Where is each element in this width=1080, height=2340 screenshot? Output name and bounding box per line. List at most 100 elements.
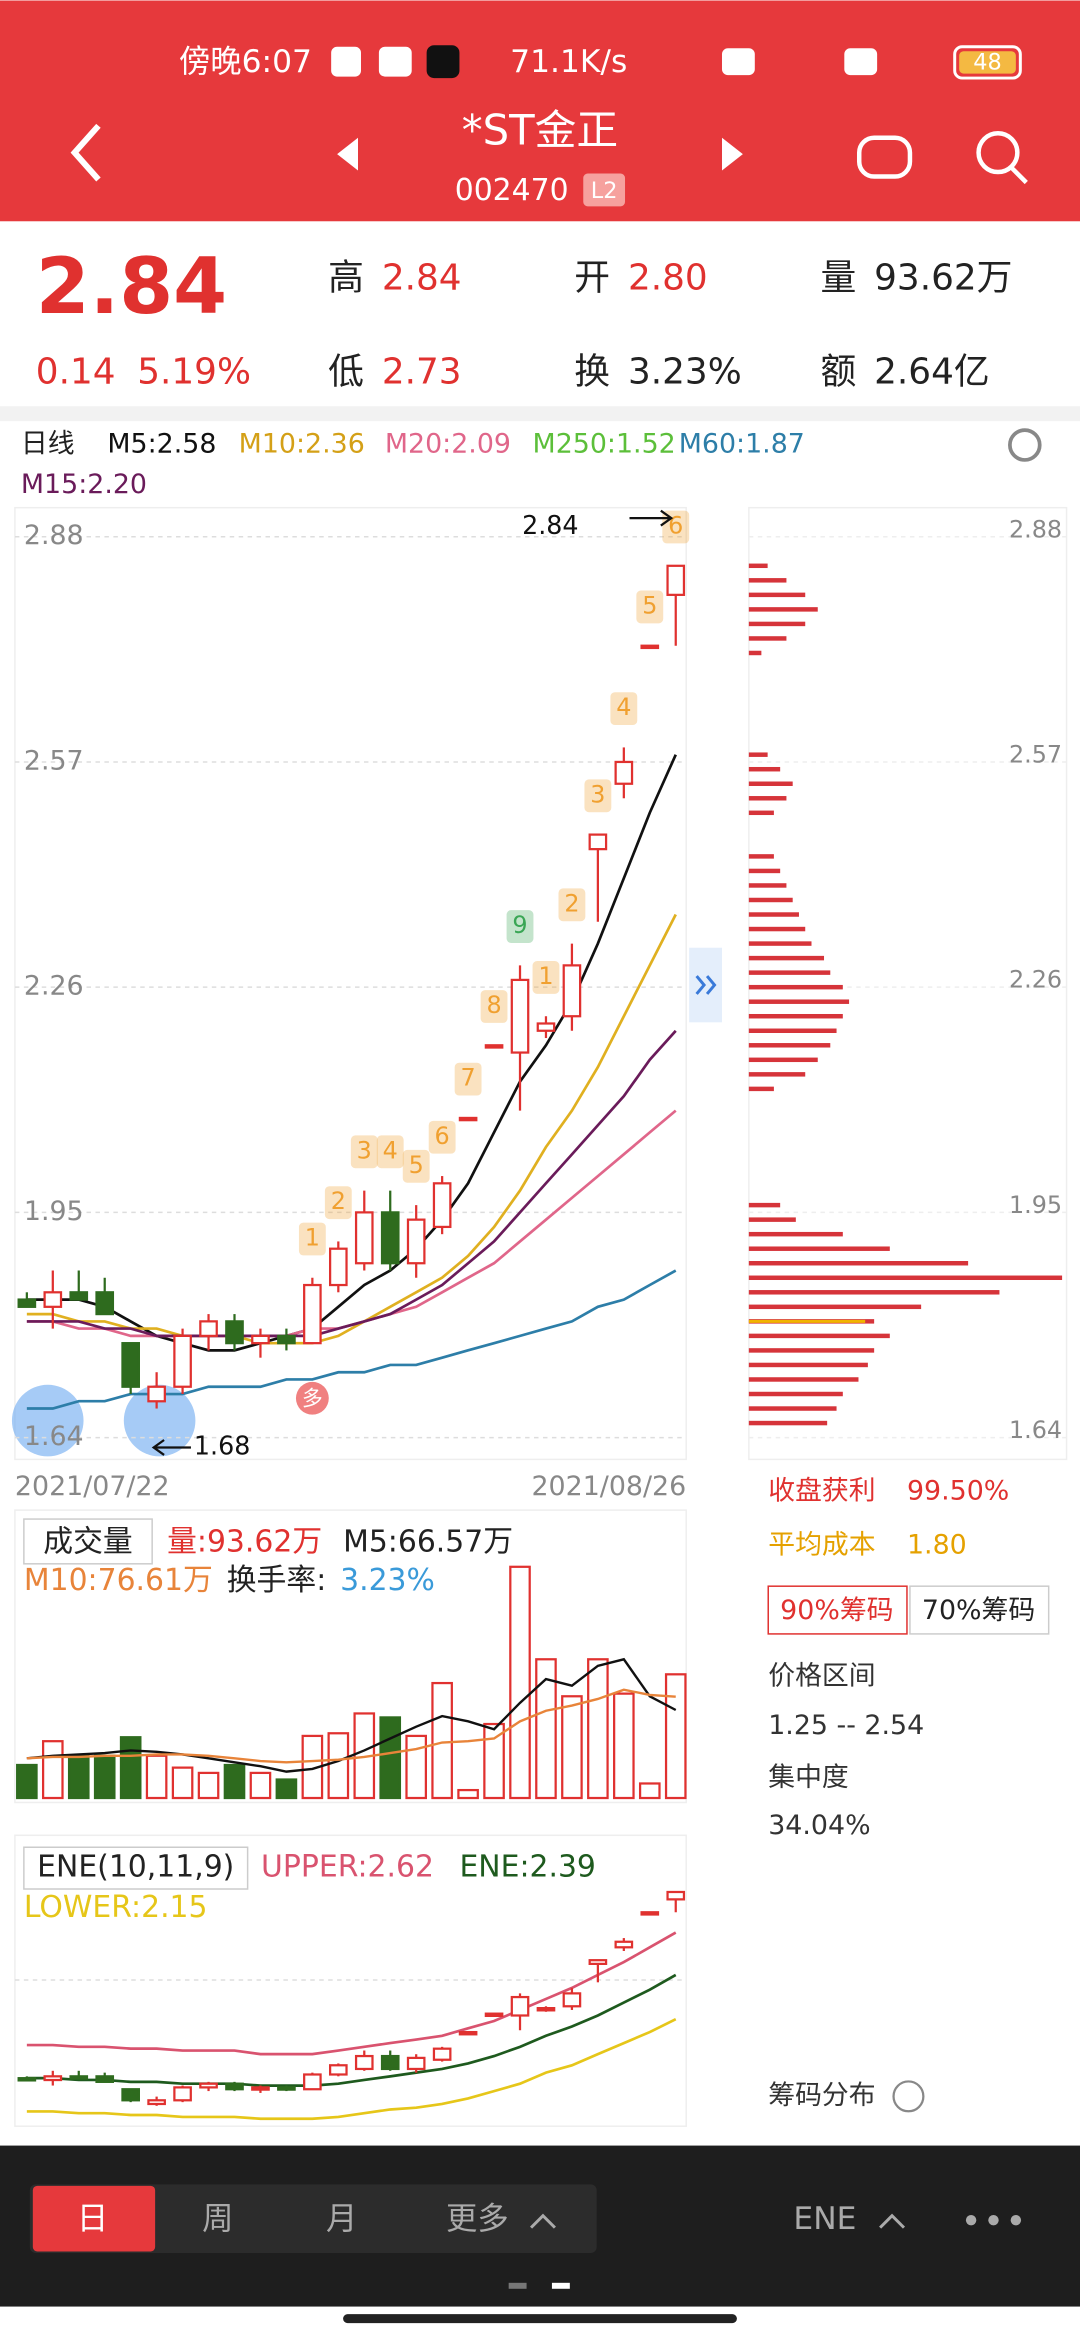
hd-icon <box>844 48 878 76</box>
td-count: 4 <box>383 1136 398 1164</box>
chip-90-button[interactable] <box>767 1585 908 1635</box>
chip-bar <box>748 607 818 612</box>
zoom-button[interactable] <box>123 1384 196 1457</box>
next-stock[interactable] <box>721 137 743 171</box>
tab[interactable]: 日 <box>77 2201 108 2237</box>
volume-title: 成交量 <box>43 1524 132 1559</box>
chip-90-text: 90%筹码 <box>780 1595 893 1626</box>
td-badge <box>324 1186 352 1220</box>
ene-candle-body <box>277 2086 296 2091</box>
price-change-pct: 5.19% <box>137 351 251 392</box>
candle-body <box>17 1298 37 1308</box>
chip-bar <box>748 1072 806 1077</box>
ene-candle-body <box>432 2047 452 2061</box>
ma-legend: M250:1.52 <box>533 429 676 460</box>
candle-body <box>640 644 660 650</box>
indicator-selector[interactable]: ENE <box>793 2201 856 2237</box>
ene-candle-body <box>406 2056 426 2071</box>
stat-value: 93.62万 <box>874 257 1012 298</box>
stat-label: 低 <box>328 351 364 392</box>
chip-bar <box>748 1391 843 1397</box>
range-value: 1.25 -- 2.54 <box>768 1710 924 1741</box>
chip-bar <box>748 592 806 598</box>
stat-value: 2.73 <box>382 351 462 392</box>
robot-button[interactable] <box>856 135 913 179</box>
chip-bar <box>748 999 850 1004</box>
chip-frame <box>748 506 1068 1461</box>
chip-tick-label: 2.26 <box>1009 966 1062 994</box>
chip-footer: 筹码分布 <box>768 2080 875 2111</box>
chip-bar <box>748 926 806 932</box>
tab[interactable]: 周 <box>202 2201 233 2237</box>
volume-bar <box>67 1754 90 1800</box>
chip-70-button[interactable] <box>909 1585 1050 1635</box>
ene-candle-body <box>251 2086 270 2091</box>
chip-bar <box>748 1217 796 1222</box>
chip-bar <box>748 1261 969 1266</box>
stat-value: 2.84 <box>382 257 462 298</box>
chip-bar <box>748 1202 781 1208</box>
ma-legend: M10:2.36 <box>239 429 365 460</box>
search-button[interactable] <box>976 131 1020 175</box>
chip-bar <box>748 1086 774 1092</box>
app-icon <box>378 46 412 77</box>
td-badge <box>584 779 612 813</box>
stat-value: 2.80 <box>628 257 708 298</box>
prev-stock[interactable] <box>337 137 359 171</box>
status-time: 傍晚6:07 <box>179 44 312 80</box>
candle-body <box>303 1283 322 1345</box>
volume-bar <box>561 1695 583 1800</box>
ene-candle-body <box>562 1992 582 2008</box>
td-count: 9 <box>512 911 527 939</box>
more-button[interactable] <box>965 2214 1022 2226</box>
chip-bar <box>748 912 799 917</box>
battery-level <box>959 51 1016 74</box>
back-button[interactable] <box>70 123 101 182</box>
chip-tick-label: 1.95 <box>1009 1191 1062 1219</box>
chip-bar <box>748 1028 837 1033</box>
ma-line <box>26 1029 677 1338</box>
stat-label: 开 <box>574 257 610 298</box>
td-count: 5 <box>409 1151 424 1179</box>
candle-body <box>406 1218 426 1265</box>
ene-candle-body <box>328 2064 348 2076</box>
header-bg <box>0 0 1080 222</box>
chip-bar <box>748 621 806 627</box>
ene-candle-body <box>121 2088 140 2102</box>
help-button[interactable] <box>892 2080 925 2113</box>
ma-legend: M60:1.87 <box>679 429 805 460</box>
ene-candle-body <box>614 1940 634 1949</box>
ene-candle-body <box>588 1959 608 1966</box>
turnover-value: 3.23% <box>340 1563 435 1598</box>
chip-bar <box>748 1231 843 1237</box>
candle-body <box>147 1385 166 1403</box>
candle-body <box>432 1182 452 1229</box>
ene-candle-body <box>17 2077 37 2082</box>
ene-candle-body <box>69 2075 89 2080</box>
ene-candle-body <box>380 2054 400 2071</box>
tab[interactable]: 更多 <box>446 2201 509 2237</box>
td-badge <box>480 990 508 1023</box>
candle-body <box>95 1291 115 1316</box>
td-count: 3 <box>590 780 605 808</box>
app-icon <box>426 45 460 79</box>
avg-cost-label: 平均成本 <box>768 1529 875 1560</box>
chip-bar <box>748 1246 890 1251</box>
td-count: 2 <box>331 1187 346 1215</box>
y-tick-label: 1.95 <box>24 1196 84 1227</box>
volume-legend: M10:76.61万 <box>24 1563 213 1598</box>
tab-group <box>29 2184 597 2253</box>
tab[interactable]: 月 <box>326 2201 357 2237</box>
td-count: 1 <box>305 1223 320 1251</box>
settings-button[interactable] <box>1008 428 1042 462</box>
scroll-left-button[interactable] <box>11 1384 84 1457</box>
volume-bar <box>249 1771 272 1800</box>
chip-bar <box>748 970 831 975</box>
last-price: 2.84 <box>36 242 227 332</box>
chip-bar <box>748 897 793 903</box>
kline-frame <box>14 506 687 1461</box>
stat-label: 量 <box>820 257 856 298</box>
chip-bar <box>748 1043 831 1048</box>
range-label: 价格区间 <box>768 1661 875 1692</box>
